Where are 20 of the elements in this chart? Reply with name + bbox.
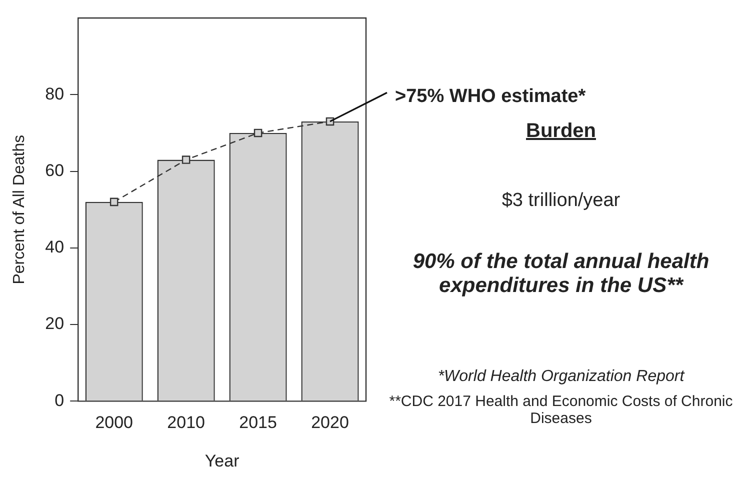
annotation: >75% WHO estimate* [395, 86, 586, 107]
text: Burden [525, 120, 597, 143]
text: *World Health Organization Report [436, 368, 686, 386]
y-axis-title: Percent of All Deaths [11, 134, 28, 284]
y-tick-label: 80 [45, 84, 64, 104]
y-tick-label: 60 [45, 160, 64, 180]
y-tick-label: 40 [45, 238, 64, 257]
text: $3 trillion/year [500, 190, 622, 212]
x-tick-label: 2000 [95, 413, 134, 432]
text: 90% of the total annual health expenditures in the US** [412, 250, 710, 298]
x-axis-title: Year [204, 451, 240, 470]
text: **CDC 2017 Health and Economic Costs of Chronic Diseases [388, 393, 734, 427]
y-tick-label: 0 [54, 390, 64, 410]
point [182, 156, 190, 164]
x-tick-label: 2010 [167, 413, 205, 432]
y-tick-label: 20 [45, 314, 64, 334]
x-tick-label: 2020 [311, 413, 349, 432]
x-tick-label: 2015 [239, 413, 277, 432]
point [110, 198, 118, 206]
point [254, 128, 262, 138]
